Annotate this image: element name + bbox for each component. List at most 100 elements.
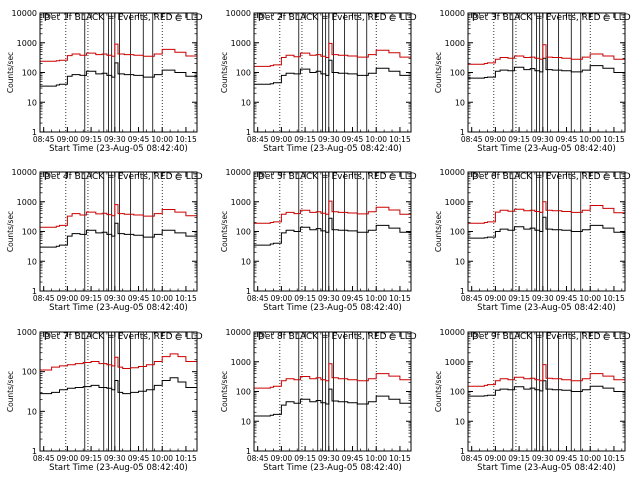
event-marker-label: C — [603, 14, 609, 24]
x-tick-label: 09:45 — [342, 454, 364, 463]
y-axis-label: Counts/sec — [6, 371, 15, 412]
y-tick-label: 1 — [246, 447, 251, 456]
y-tick-label: 10000 — [226, 168, 251, 177]
x-tick-label: 09:30 — [532, 454, 554, 463]
x-tick-label: 10:00 — [365, 135, 387, 144]
plot-frame — [467, 171, 626, 292]
x-tick-label: 09:00 — [57, 135, 79, 144]
y-axis-label: Counts/sec — [6, 211, 15, 252]
x-tick-label: 10:15 — [603, 294, 625, 303]
x-tick-label: 10:00 — [579, 294, 601, 303]
chart-panel-7: Det 7f BLACK = Events, RED = LLD 1 10 100 10… — [6, 328, 203, 473]
x-tick-label: 08:45 — [461, 135, 483, 144]
y-tick-label: 1000 — [17, 198, 37, 207]
y-tick-label: 1000 — [445, 39, 465, 48]
y-tick-label: 10000 — [12, 9, 37, 18]
y-tick-label: 10 — [455, 257, 465, 266]
y-tick-label: 100 — [22, 69, 37, 78]
x-tick-label: 09:15 — [508, 454, 530, 463]
y-tick-label: 10 — [27, 98, 37, 107]
series-group — [254, 200, 411, 246]
chart-panel-1: Det 1f BLACK = Events, RED = LLD 1 10 100 10… — [6, 9, 203, 154]
chart-panel-4: Det 4f BLACK = Events, RED = LLD 1 10 100 10… — [6, 168, 203, 313]
chart-panel-3: Det 3f BLACK = Events, RED = LLD 1 10 100 10… — [434, 9, 631, 154]
x-tick-label: 10:00 — [151, 294, 173, 303]
x-axis-label: Start Time (23-Aug-05 08:42:40) — [263, 303, 402, 313]
chart-title: Det 2f BLACK = Events, RED = LLD — [258, 13, 417, 23]
y-tick-label: 1 — [32, 287, 37, 296]
series-group — [40, 353, 197, 396]
event-marker-label: P — [44, 333, 50, 343]
lld-series-line — [254, 42, 411, 67]
event-marker-label: C — [603, 333, 609, 343]
y-axis-label: Counts/sec — [434, 371, 443, 412]
x-tick-label: 10:15 — [389, 294, 411, 303]
lld-series-line — [468, 364, 625, 387]
y-tick-label: 10 — [241, 257, 251, 266]
chart-title: Det 8f BLACK = Events, RED = LLD — [258, 332, 417, 342]
plot-frame — [39, 331, 198, 452]
y-tick-label: 1000 — [231, 358, 251, 367]
chart-title: Det 4f BLACK = Events, RED = LLD — [44, 172, 203, 182]
y-axis-label: Counts/sec — [220, 211, 229, 252]
y-axis-label: Counts/sec — [434, 211, 443, 252]
event-marker-label: P — [472, 173, 478, 183]
series-group — [40, 43, 197, 87]
events-series-line — [254, 217, 411, 246]
series-group — [468, 201, 625, 239]
x-tick-label: 09:45 — [556, 454, 578, 463]
x-tick-label: 09:00 — [57, 294, 79, 303]
y-tick-label: 100 — [22, 368, 37, 377]
x-axis-label: Start Time (23-Aug-05 08:42:40) — [477, 463, 616, 473]
y-tick-label: 1 — [32, 447, 37, 456]
x-tick-label: 09:45 — [128, 135, 150, 144]
x-axis-label: Start Time (23-Aug-05 08:42:40) — [49, 144, 188, 154]
y-tick-label: 1 — [246, 128, 251, 137]
y-axis-label: Counts/sec — [220, 52, 229, 93]
x-tick-label: 08:45 — [461, 454, 483, 463]
y-tick-label: 10000 — [440, 168, 465, 177]
x-tick-label: 09:15 — [294, 454, 316, 463]
chart-panel-9: Det 9f BLACK = Events, RED = LLD 1 10 100 10… — [434, 328, 631, 473]
y-tick-label: 100 — [236, 228, 251, 237]
x-tick-label: 09:45 — [556, 294, 578, 303]
events-series-line — [40, 222, 197, 248]
x-tick-label: 09:45 — [342, 135, 364, 144]
x-tick-label: 09:45 — [128, 454, 150, 463]
lld-series-line — [468, 44, 625, 65]
x-tick-label: 09:30 — [318, 454, 340, 463]
event-marker-label: C — [175, 173, 181, 183]
y-tick-label: 100 — [22, 228, 37, 237]
y-axis-label: Counts/sec — [434, 52, 443, 93]
y-tick-label: 1 — [460, 447, 465, 456]
x-tick-label: 10:15 — [389, 454, 411, 463]
y-tick-label: 100 — [450, 69, 465, 78]
y-tick-label: 10000 — [440, 9, 465, 18]
x-tick-label: 09:00 — [485, 294, 507, 303]
y-tick-label: 10000 — [12, 168, 37, 177]
event-marker-label: C — [389, 14, 395, 24]
y-tick-label: 10 — [455, 417, 465, 426]
y-tick-label: 1 — [246, 287, 251, 296]
x-tick-label: 10:00 — [151, 135, 173, 144]
x-tick-label: 09:15 — [294, 135, 316, 144]
chart-title: Det 1f BLACK = Events, RED = LLD — [44, 13, 203, 23]
x-axis-label: Start Time (23-Aug-05 08:42:40) — [49, 463, 188, 473]
chart-title: Det 7f BLACK = Events, RED = LLD — [44, 332, 203, 342]
x-tick-label: 10:15 — [603, 135, 625, 144]
y-tick-label: 100 — [450, 388, 465, 397]
y-tick-label: 1 — [460, 128, 465, 137]
x-tick-label: 10:00 — [579, 454, 601, 463]
plot-frame — [253, 171, 412, 292]
x-tick-label: 10:00 — [579, 135, 601, 144]
plot-frame — [467, 12, 626, 133]
x-tick-label: 09:45 — [342, 294, 364, 303]
y-tick-label: 10 — [27, 257, 37, 266]
x-tick-label: 09:45 — [128, 294, 150, 303]
event-marker-label: P — [472, 333, 478, 343]
lld-series-line — [254, 200, 411, 224]
x-tick-label: 10:15 — [175, 454, 197, 463]
x-tick-label: 09:15 — [508, 135, 530, 144]
event-marker-label: P — [472, 14, 478, 24]
x-tick-label: 09:15 — [80, 294, 102, 303]
